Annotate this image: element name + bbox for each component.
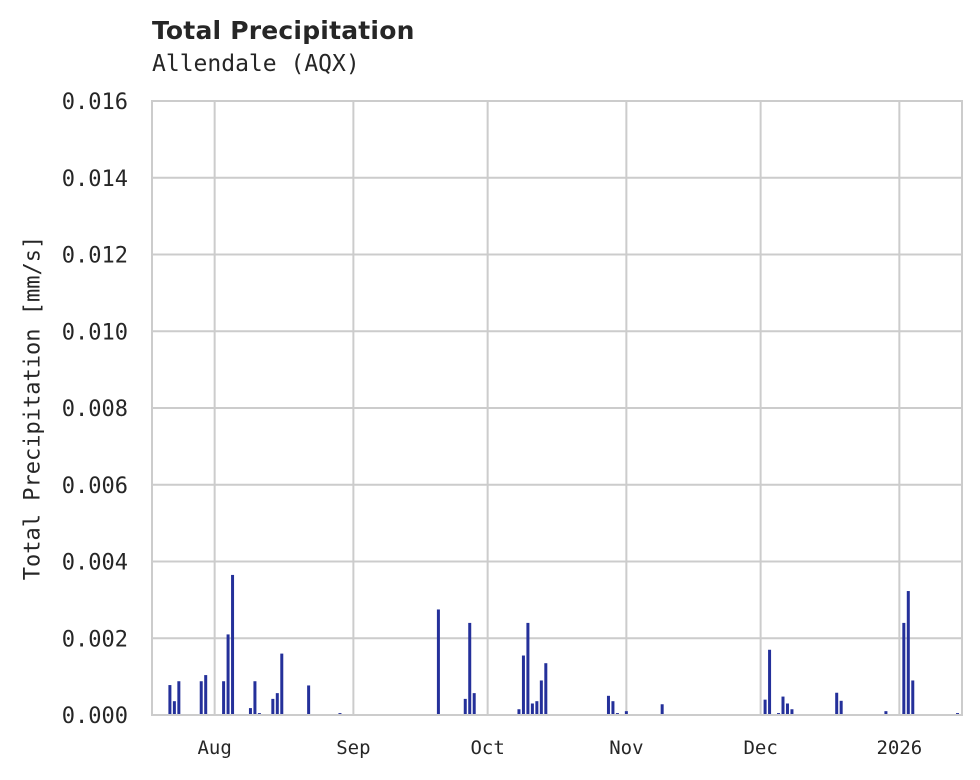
x-axis-ticks: Aug Sep Oct Nov Dec 2026 <box>197 737 922 759</box>
chart-subtitle: Allendale (AQX) <box>152 51 360 77</box>
precip-bar <box>226 634 230 715</box>
precip-bar <box>472 693 476 715</box>
y-tick-label: 0.016 <box>62 90 128 115</box>
plot-frame <box>151 100 963 716</box>
precip-bar <box>275 693 279 715</box>
precip-bar <box>611 701 615 715</box>
y-tick-label: 0.006 <box>62 474 128 499</box>
precip-bar <box>530 703 534 715</box>
x-tick-label: 2026 <box>876 737 922 759</box>
y-tick-label: 0.010 <box>62 320 128 345</box>
precip-bar <box>271 698 275 715</box>
precip-bar <box>463 698 467 715</box>
precip-bar <box>307 685 311 715</box>
precip-bar <box>280 653 284 715</box>
precip-bar <box>199 681 203 715</box>
x-tick-label: Oct <box>470 737 504 759</box>
y-tick-label: 0.004 <box>62 551 128 576</box>
y-tick-label: 0.002 <box>62 627 128 652</box>
precip-bar <box>172 701 176 715</box>
precip-bar <box>544 663 548 715</box>
chart-title: Total Precipitation <box>152 16 415 45</box>
precip-bar <box>231 574 235 715</box>
precip-bar <box>835 692 839 715</box>
bar-series <box>168 574 960 715</box>
x-tick-label: Sep <box>336 737 370 759</box>
y-tick-label: 0.008 <box>62 397 128 422</box>
x-tick-label: Aug <box>197 737 231 759</box>
grid-lines <box>152 100 962 716</box>
precip-bar <box>768 649 772 715</box>
precip-bar <box>521 655 525 715</box>
precip-bar <box>248 708 252 715</box>
precip-bar <box>902 622 906 715</box>
precip-bar <box>884 711 888 715</box>
precip-bar <box>204 675 208 715</box>
y-tick-label: 0.012 <box>62 244 128 269</box>
precip-bar <box>535 701 539 715</box>
y-tick-label: 0.014 <box>62 167 128 192</box>
y-tick-label: 0.000 <box>62 704 128 729</box>
precip-bar <box>785 703 789 715</box>
precip-bar <box>781 696 785 715</box>
x-tick-label: Dec <box>743 737 777 759</box>
precip-bar <box>790 709 794 715</box>
precip-bar <box>177 681 181 715</box>
precip-bar <box>222 681 226 715</box>
precip-bar <box>526 622 530 715</box>
precip-bar <box>839 700 843 715</box>
y-axis-ticks: 0.000 0.002 0.004 0.006 0.008 0.010 0.012 0.014… <box>62 90 128 729</box>
precip-bar <box>660 704 664 715</box>
x-tick-label: Nov <box>609 737 643 759</box>
precip-bar <box>624 711 628 715</box>
precip-bar <box>436 609 440 715</box>
precip-bar <box>906 591 910 715</box>
precip-bar <box>168 685 172 715</box>
precip-bar <box>539 680 543 715</box>
precip-bar <box>606 695 610 715</box>
precip-bar <box>911 680 915 715</box>
precip-bar <box>763 699 767 715</box>
precip-bar <box>468 622 472 715</box>
precip-bar <box>517 709 521 715</box>
precip-bar <box>253 681 257 715</box>
